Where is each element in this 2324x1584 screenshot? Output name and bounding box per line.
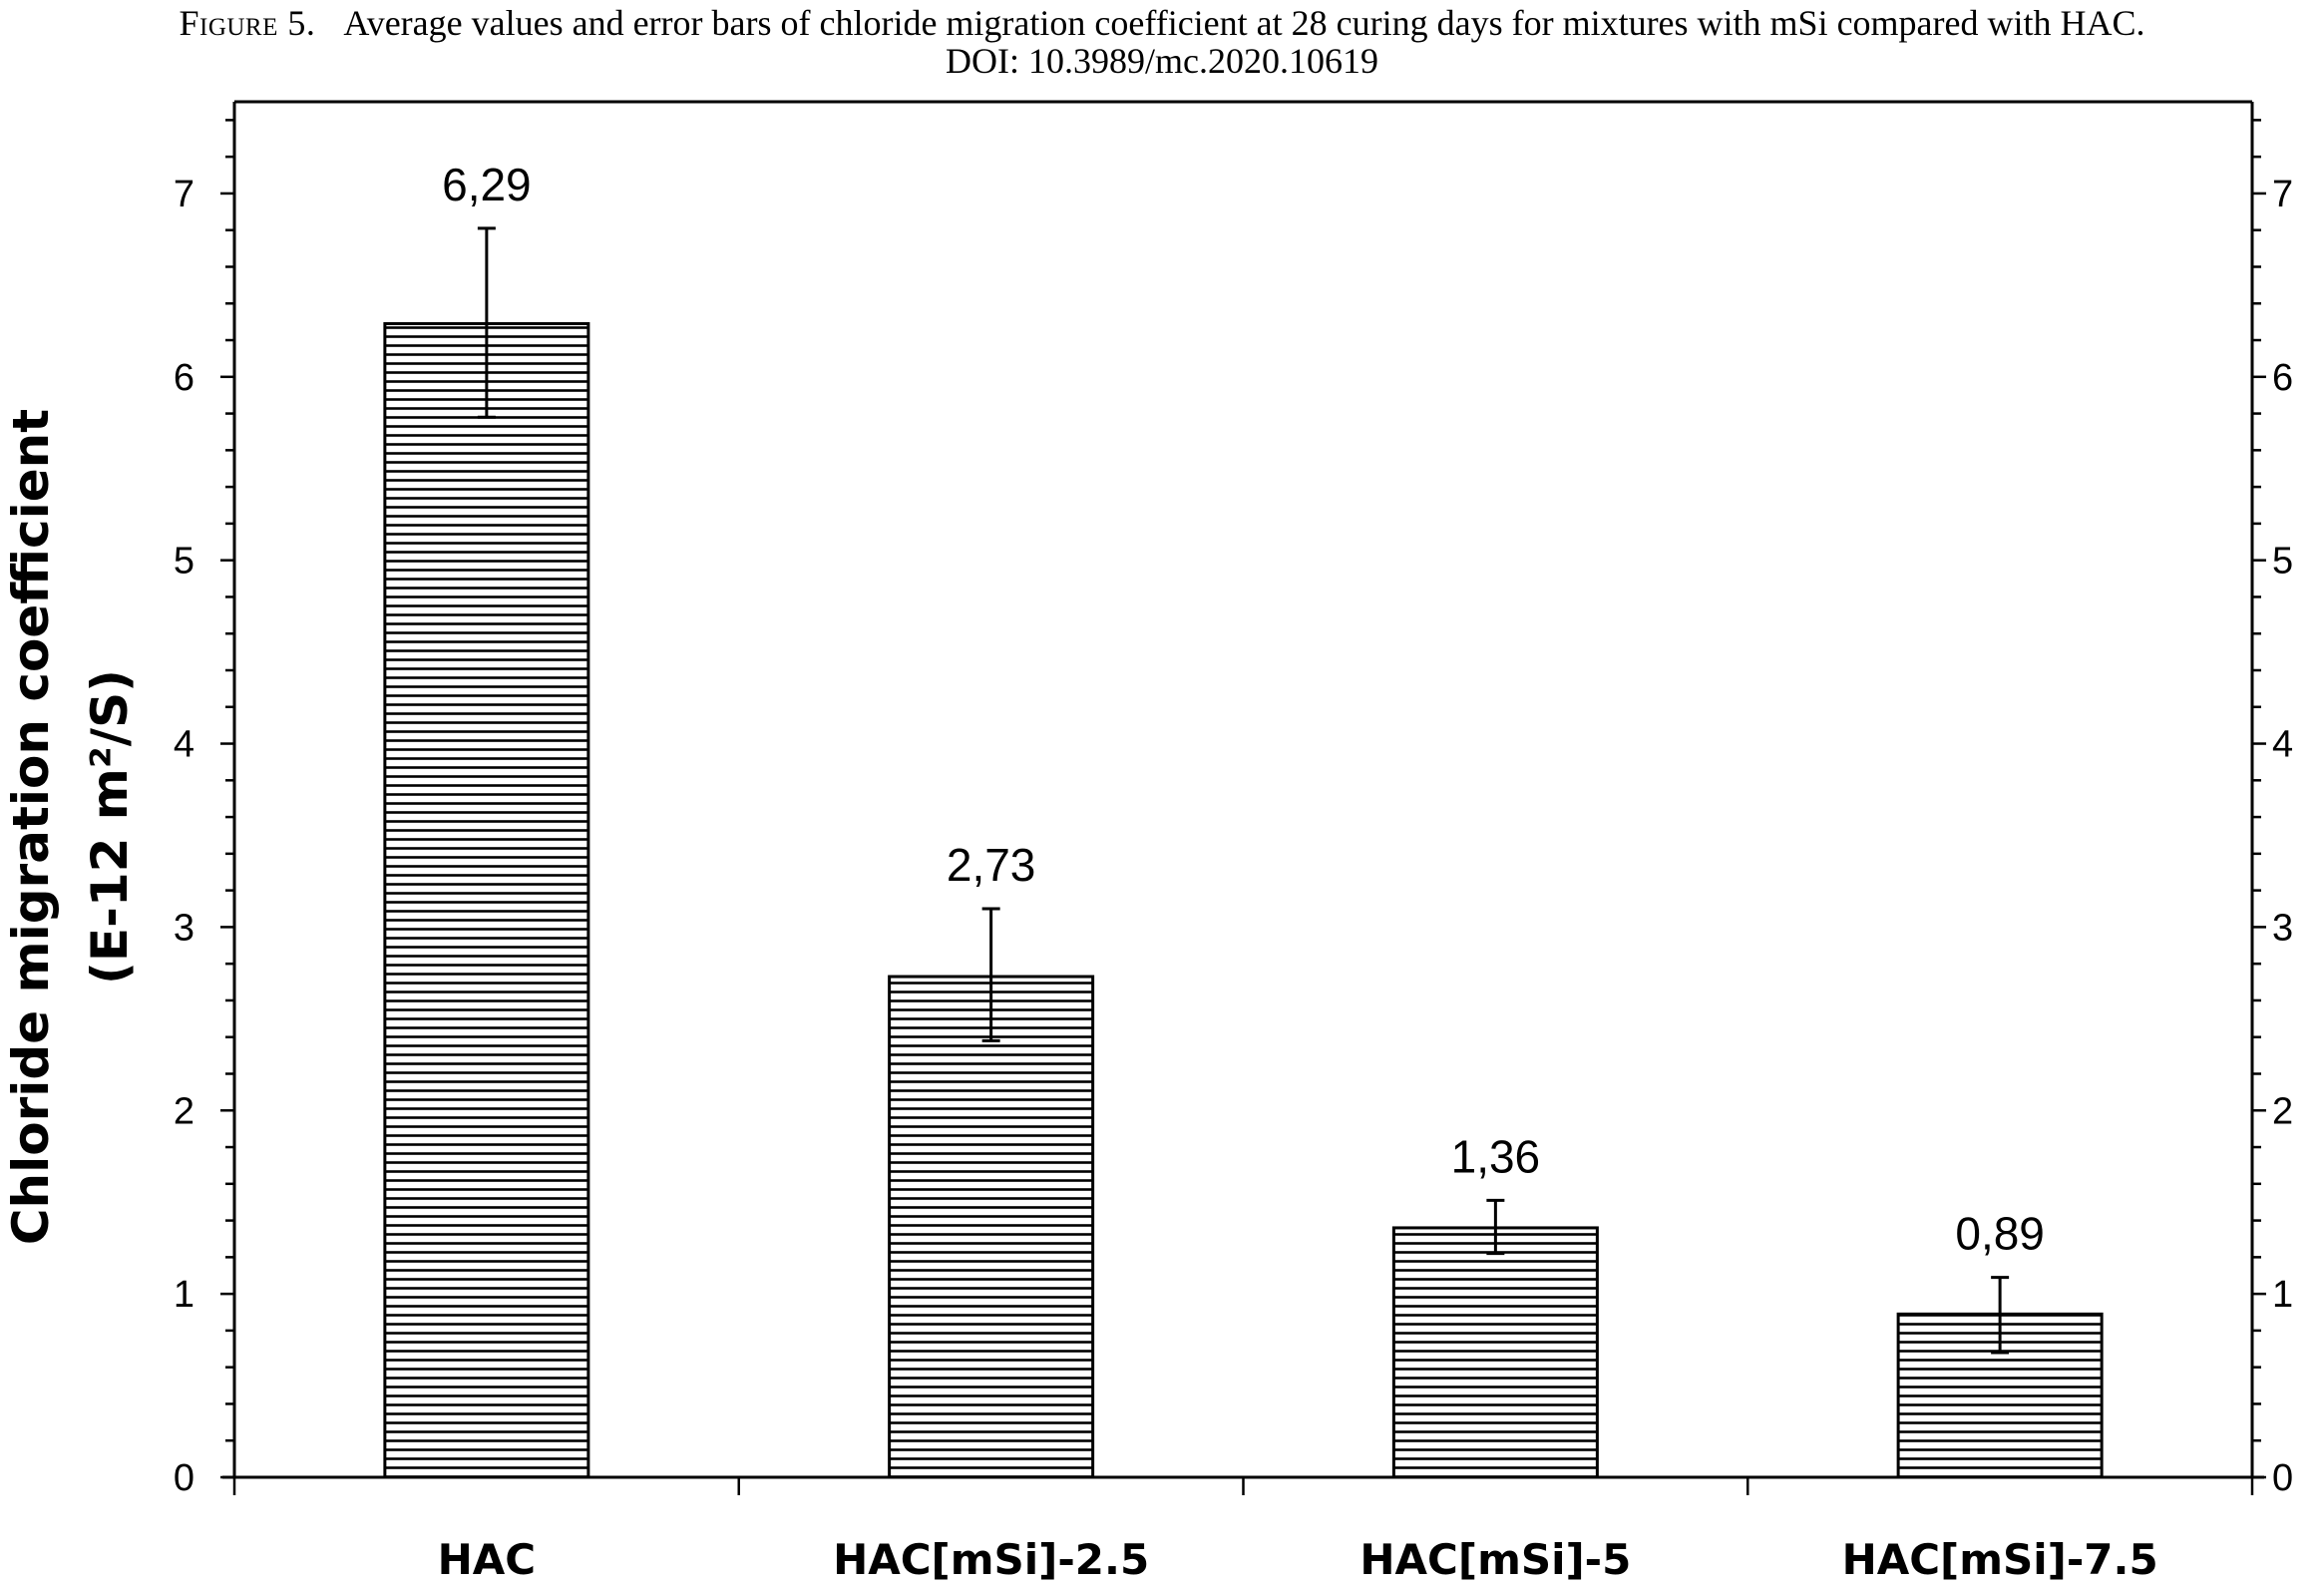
y-tick-label-right: 0 — [2272, 1457, 2293, 1499]
bar — [888, 975, 1095, 1479]
y-tick-label: 1 — [174, 1274, 194, 1316]
y-tick-label: 5 — [174, 541, 194, 583]
data-label: 2,73 — [947, 839, 1036, 891]
data-label: 1,36 — [1451, 1130, 1541, 1182]
y-tick-label: 3 — [174, 907, 194, 949]
bar — [383, 321, 590, 1479]
y-tick-label: 0 — [174, 1457, 194, 1499]
caption-line-1: Figure 5. Average values and error bars o… — [0, 4, 2324, 42]
x-category-label: HAC[mSi]-2.5 — [833, 1535, 1149, 1584]
bar-series — [383, 321, 2104, 1479]
x-category-label: HAC[mSi]-5 — [1359, 1535, 1631, 1584]
y-tick-label-right: 7 — [2272, 174, 2293, 215]
y-tick-label-right: 3 — [2272, 907, 2293, 949]
y-tick-label-right: 1 — [2272, 1274, 2293, 1316]
data-labels: 6,29 2,73 1,36 0,89 — [442, 159, 2045, 1260]
y-tick-label: 6 — [174, 357, 194, 399]
y-tick-label: 4 — [174, 724, 194, 766]
y-axis-title-line-1: Chloride migration coefficient — [2, 409, 60, 1245]
figure-label: Figure 5. — [179, 3, 316, 43]
caption-text: Average values and error bars of chlorid… — [343, 3, 2145, 43]
data-label: 0,89 — [1955, 1208, 2045, 1260]
y-axis-right: 0 1 2 3 4 5 6 7 — [2252, 119, 2293, 1499]
caption-doi: DOI: 10.3989/mc.2020.10619 — [946, 41, 1378, 81]
x-category-label: HAC[mSi]-7.5 — [1842, 1535, 2158, 1584]
x-axis: HAC HAC[mSi]-2.5 HAC[mSi]-5 HAC[mSi]-7.5 — [232, 1477, 2254, 1584]
data-label: 6,29 — [442, 159, 532, 210]
y-tick-label: 7 — [174, 174, 194, 215]
bar — [1391, 1226, 1599, 1479]
figure-caption: Figure 5. Average values and error bars o… — [0, 4, 2324, 80]
y-tick-label-right: 4 — [2272, 724, 2293, 766]
y-axis-left: 0 1 2 3 4 5 6 7 — [174, 119, 234, 1499]
y-axis-title-line-2: (E-12 m²/S) — [81, 669, 139, 985]
y-axis-title: Chloride migration coefficient (E-12 m²/… — [2, 409, 139, 1245]
x-category-label: HAC — [438, 1535, 536, 1584]
error-bars — [477, 226, 2010, 1355]
y-tick-label-right: 5 — [2272, 541, 2293, 583]
y-tick-label: 2 — [174, 1090, 194, 1132]
y-tick-label-right: 6 — [2272, 357, 2293, 399]
y-tick-label-right: 2 — [2272, 1090, 2293, 1132]
